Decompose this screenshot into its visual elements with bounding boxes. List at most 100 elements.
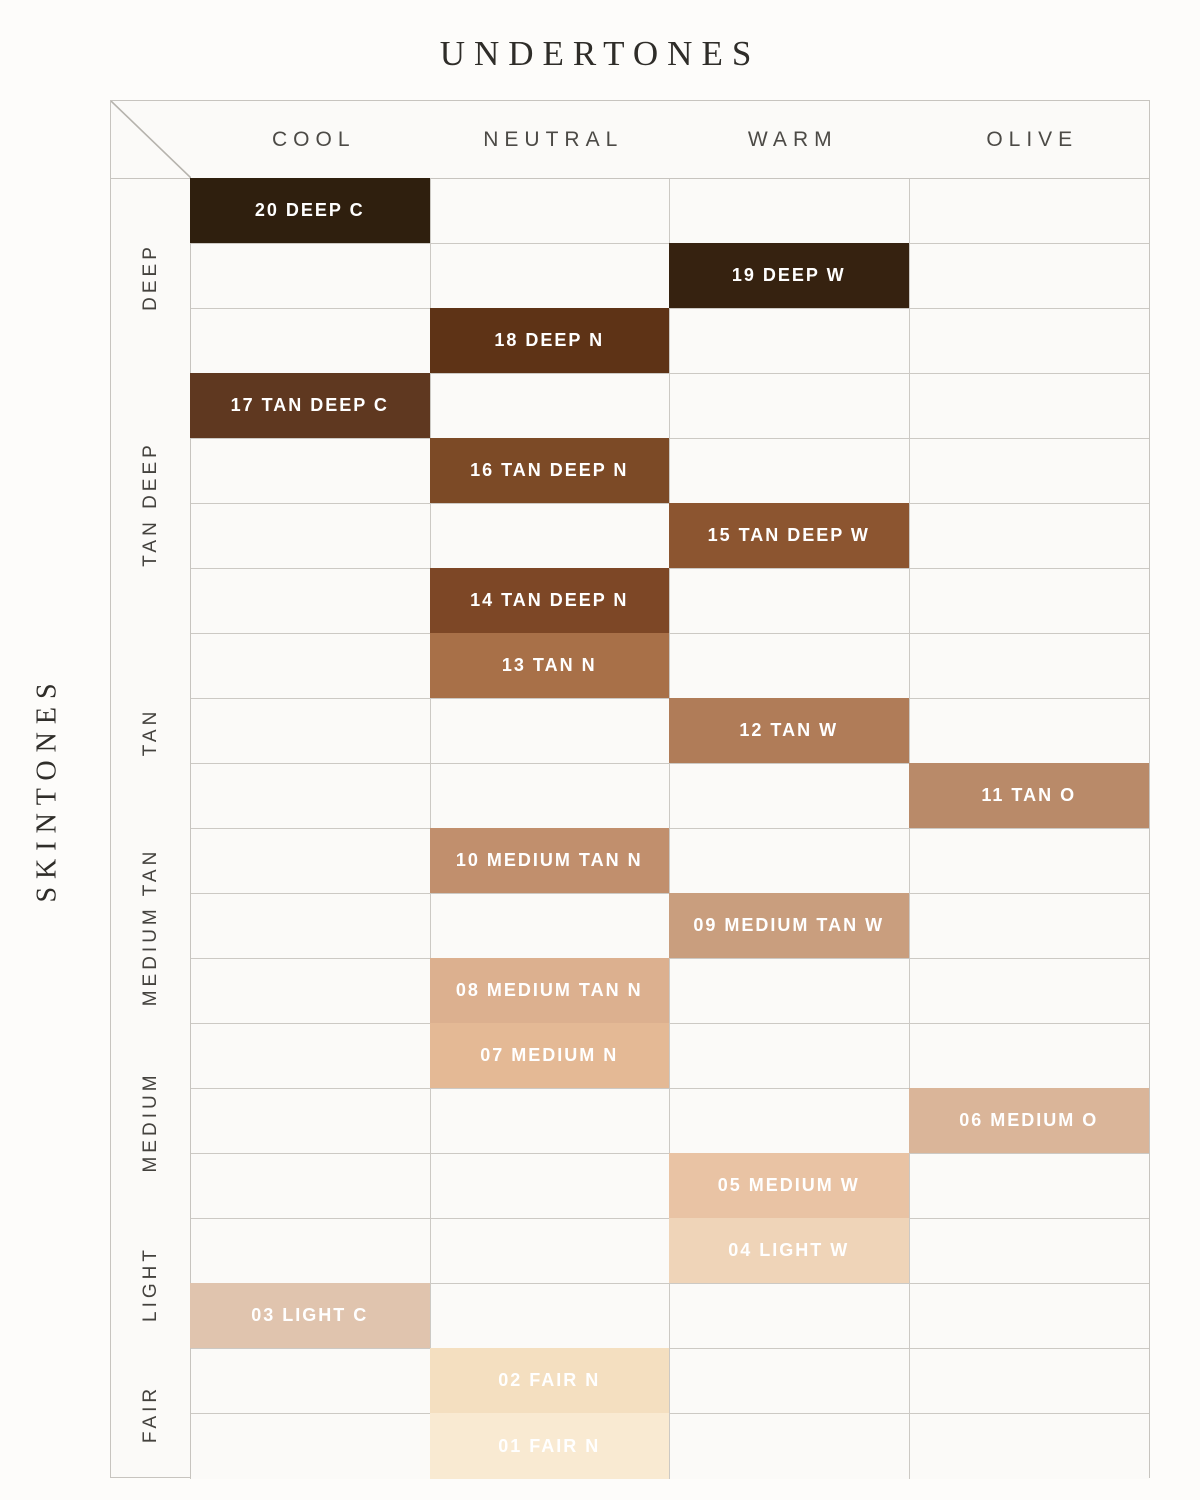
shade-row-07-medium-n: 07 MEDIUM N	[191, 1023, 1149, 1089]
undertone-column-header-cool: COOL	[271, 127, 356, 151]
empty-cell	[670, 1284, 910, 1348]
empty-cell	[191, 764, 431, 828]
shade-swatch-10-medium-tan-n: 10 MEDIUM TAN N	[429, 828, 670, 893]
shade-label: 02 FAIR N	[498, 1370, 601, 1390]
shade-swatch-11-tan-o: 11 TAN O	[908, 763, 1149, 828]
shade-label: 03 LIGHT C	[251, 1305, 369, 1325]
undertone-header-row: COOL NEUTRAL WARM OLIVE	[111, 101, 1149, 179]
shade-row-14-tan-deep-n: 14 TAN DEEP N	[191, 568, 1149, 634]
shade-row-10-medium-tan-n: 10 MEDIUM TAN N	[191, 828, 1149, 894]
skintone-group-column: DEEP TAN DEEP TAN MEDIUM TAN MEDIUM LIGHT FAIR	[111, 179, 191, 1479]
shade-row-09-medium-tan-w: 09 MEDIUM TAN W	[191, 893, 1149, 959]
empty-cell	[430, 1089, 670, 1153]
shade-label: 16 TAN DEEP N	[470, 460, 629, 480]
empty-cell	[191, 1219, 431, 1283]
empty-cell	[670, 764, 910, 828]
page-title: UNDERTONES	[439, 34, 761, 73]
shade-row-03-light-c: 03 LIGHT C	[190, 1283, 1149, 1349]
shade-swatch-19-deep-w: 19 DEEP W	[669, 243, 910, 308]
shade-label: 14 TAN DEEP N	[470, 590, 629, 610]
shade-grid: 20 DEEP C 19 DEEP W 18 DEEP N 17 TAN DEEP C…	[190, 178, 1149, 1479]
skintone-group-label-medium-tan: MEDIUM TAN	[140, 847, 161, 1006]
empty-cell	[430, 894, 670, 958]
empty-cell	[670, 439, 910, 503]
shade-label: 18 DEEP N	[494, 330, 605, 350]
empty-cell	[909, 699, 1149, 763]
empty-cell	[909, 959, 1149, 1023]
shade-swatch-02-fair-n: 02 FAIR N	[429, 1348, 670, 1413]
empty-cell	[670, 1089, 910, 1153]
shade-swatch-12-tan-w: 12 TAN W	[669, 698, 910, 763]
undertone-column-header-olive: OLIVE	[986, 127, 1079, 151]
empty-cell	[909, 244, 1149, 308]
empty-cell	[670, 1349, 910, 1413]
empty-cell	[670, 1024, 910, 1088]
shade-label: 17 TAN DEEP C	[230, 395, 389, 415]
shade-label: 20 DEEP C	[254, 200, 365, 220]
empty-cell	[909, 829, 1149, 893]
diagonal-divider-line	[111, 101, 191, 178]
empty-cell	[670, 634, 910, 698]
empty-cell	[909, 1154, 1149, 1218]
empty-cell	[670, 179, 910, 243]
empty-cell	[191, 699, 431, 763]
shade-row-15-tan-deep-w: 15 TAN DEEP W	[191, 503, 1149, 569]
shade-label: 19 DEEP W	[731, 265, 846, 285]
empty-cell	[191, 829, 431, 893]
shade-row-06-medium-o: 06 MEDIUM O	[191, 1088, 1149, 1154]
shade-row-04-light-w: 04 LIGHT W	[191, 1218, 1149, 1284]
shade-swatch-08-medium-tan-n: 08 MEDIUM TAN N	[429, 958, 670, 1023]
shade-label: 13 TAN N	[501, 655, 597, 675]
shade-row-02-fair-n: 02 FAIR N	[191, 1348, 1149, 1414]
empty-cell	[430, 179, 670, 243]
empty-cell	[430, 374, 670, 438]
shade-swatch-13-tan-n: 13 TAN N	[429, 633, 670, 698]
empty-cell	[191, 1154, 431, 1218]
shade-swatch-01-fair-n: 01 FAIR N	[429, 1413, 670, 1479]
shade-row-20-deep-c: 20 DEEP C	[190, 178, 1149, 244]
empty-cell	[430, 764, 670, 828]
shade-label: 09 MEDIUM TAN W	[693, 915, 885, 935]
shade-row-08-medium-tan-n: 08 MEDIUM TAN N	[191, 958, 1149, 1024]
empty-cell	[670, 569, 910, 633]
empty-cell	[909, 374, 1149, 438]
empty-cell	[191, 634, 431, 698]
shade-label: 06 MEDIUM O	[959, 1110, 1099, 1130]
shade-matrix: COOL NEUTRAL WARM OLIVE DEEP TAN DEEP TAN MEDI…	[110, 100, 1150, 1479]
skintone-group-label-medium: MEDIUM	[140, 1070, 161, 1173]
undertone-column-header-neutral: NEUTRAL	[483, 127, 624, 151]
shade-swatch-18-deep-n: 18 DEEP N	[429, 308, 670, 373]
empty-cell	[191, 1349, 431, 1413]
empty-cell	[909, 569, 1149, 633]
empty-cell	[430, 504, 670, 568]
shade-swatch-17-tan-deep-c: 17 TAN DEEP C	[190, 373, 431, 438]
shade-label: 04 LIGHT W	[728, 1240, 850, 1260]
empty-cell	[909, 1219, 1149, 1283]
empty-cell	[909, 1414, 1149, 1479]
empty-cell	[909, 1024, 1149, 1088]
shade-label: 08 MEDIUM TAN N	[455, 980, 643, 1000]
shade-swatch-20-deep-c: 20 DEEP C	[190, 178, 431, 243]
shade-swatch-04-light-w: 04 LIGHT W	[669, 1218, 910, 1283]
skintone-group-label-fair: FAIR	[140, 1384, 161, 1444]
shade-swatch-05-medium-w: 05 MEDIUM W	[669, 1153, 910, 1218]
shade-row-13-tan-n: 13 TAN N	[191, 633, 1149, 699]
shade-row-01-fair-n: 01 FAIR N	[191, 1413, 1149, 1479]
skintone-group-label-deep: DEEP	[140, 242, 161, 311]
empty-cell	[909, 179, 1149, 243]
shade-swatch-03-light-c: 03 LIGHT C	[190, 1283, 431, 1348]
empty-cell	[191, 439, 431, 503]
empty-cell	[670, 309, 910, 373]
empty-cell	[191, 569, 431, 633]
empty-cell	[191, 244, 431, 308]
empty-cell	[191, 1024, 431, 1088]
empty-cell	[909, 1284, 1149, 1348]
empty-cell	[430, 244, 670, 308]
skintone-group-label-tan-deep: TAN DEEP	[140, 441, 161, 567]
empty-cell	[670, 959, 910, 1023]
empty-cell	[430, 1219, 670, 1283]
shade-row-17-tan-deep-c: 17 TAN DEEP C	[190, 373, 1149, 439]
empty-cell	[909, 1349, 1149, 1413]
empty-cell	[191, 959, 431, 1023]
matrix-body: DEEP TAN DEEP TAN MEDIUM TAN MEDIUM LIGHT FAIR…	[111, 178, 1149, 1479]
